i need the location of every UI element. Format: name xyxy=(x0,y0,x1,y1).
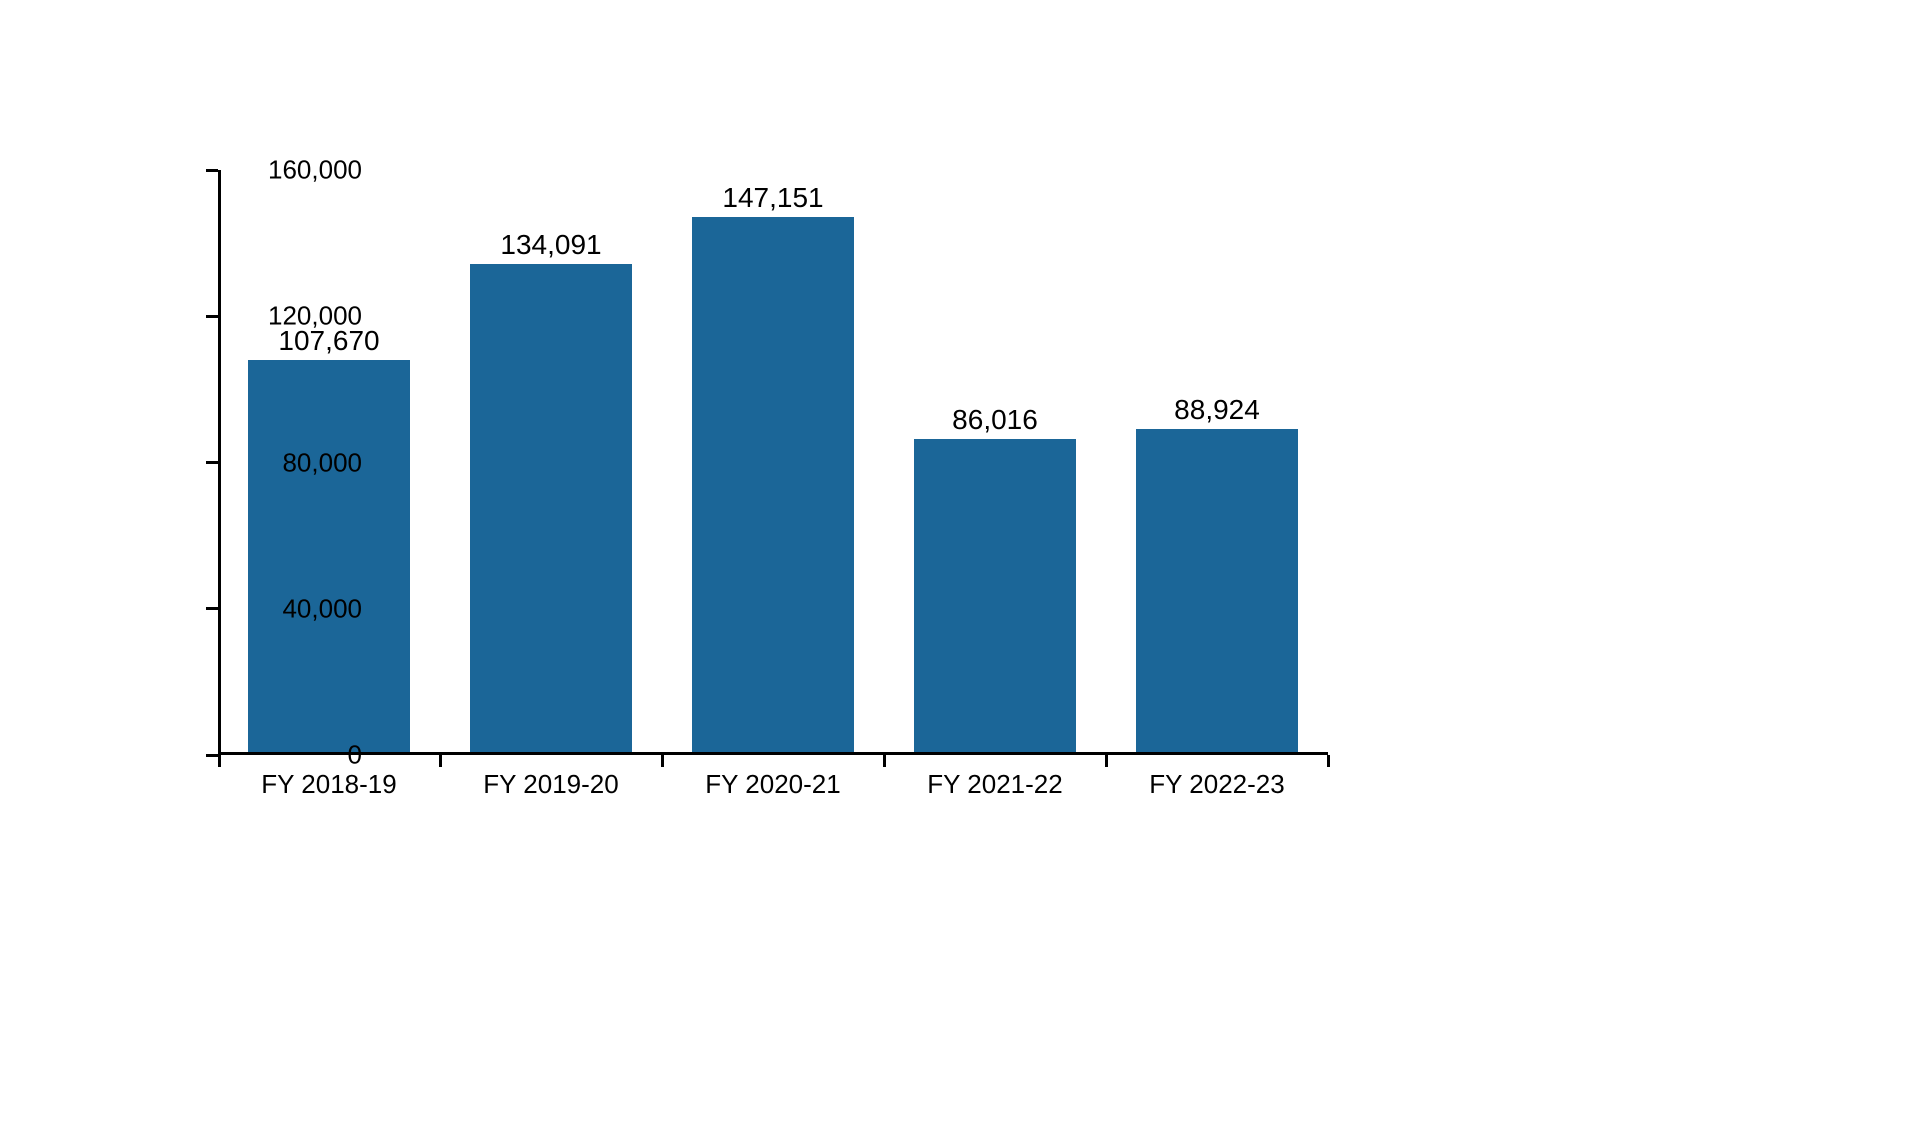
x-tick xyxy=(1105,755,1108,767)
bar-value-label: 107,670 xyxy=(278,325,379,357)
bar xyxy=(692,217,854,752)
bar xyxy=(914,439,1076,752)
bar xyxy=(248,360,410,752)
x-tick xyxy=(1327,755,1330,767)
y-axis-label: 40,000 xyxy=(282,593,362,624)
x-axis xyxy=(218,752,1328,755)
bar-value-label: 134,091 xyxy=(500,229,601,261)
y-tick xyxy=(206,754,218,757)
x-axis-label: FY 2020-21 xyxy=(705,769,840,800)
y-axis-label: 80,000 xyxy=(282,447,362,478)
plot-area xyxy=(218,170,1328,755)
bar-value-label: 88,924 xyxy=(1174,394,1260,426)
bar xyxy=(1136,429,1298,752)
bar-chart: 040,00080,000120,000160,000 FY 2018-19FY… xyxy=(50,50,1490,860)
x-tick xyxy=(883,755,886,767)
bar-value-label: 147,151 xyxy=(722,182,823,214)
y-axis-label: 0 xyxy=(348,740,362,771)
y-tick xyxy=(206,607,218,610)
x-axis-label: FY 2022-23 xyxy=(1149,769,1284,800)
y-tick xyxy=(206,315,218,318)
x-axis-label: FY 2019-20 xyxy=(483,769,618,800)
x-tick xyxy=(218,755,221,767)
x-tick xyxy=(661,755,664,767)
y-axis xyxy=(218,170,221,755)
x-axis-label: FY 2018-19 xyxy=(261,769,396,800)
y-axis-label: 160,000 xyxy=(268,155,362,186)
bar xyxy=(470,264,632,752)
x-axis-label: FY 2021-22 xyxy=(927,769,1062,800)
y-tick xyxy=(206,461,218,464)
x-tick xyxy=(439,755,442,767)
y-tick xyxy=(206,169,218,172)
bar-value-label: 86,016 xyxy=(952,404,1038,436)
